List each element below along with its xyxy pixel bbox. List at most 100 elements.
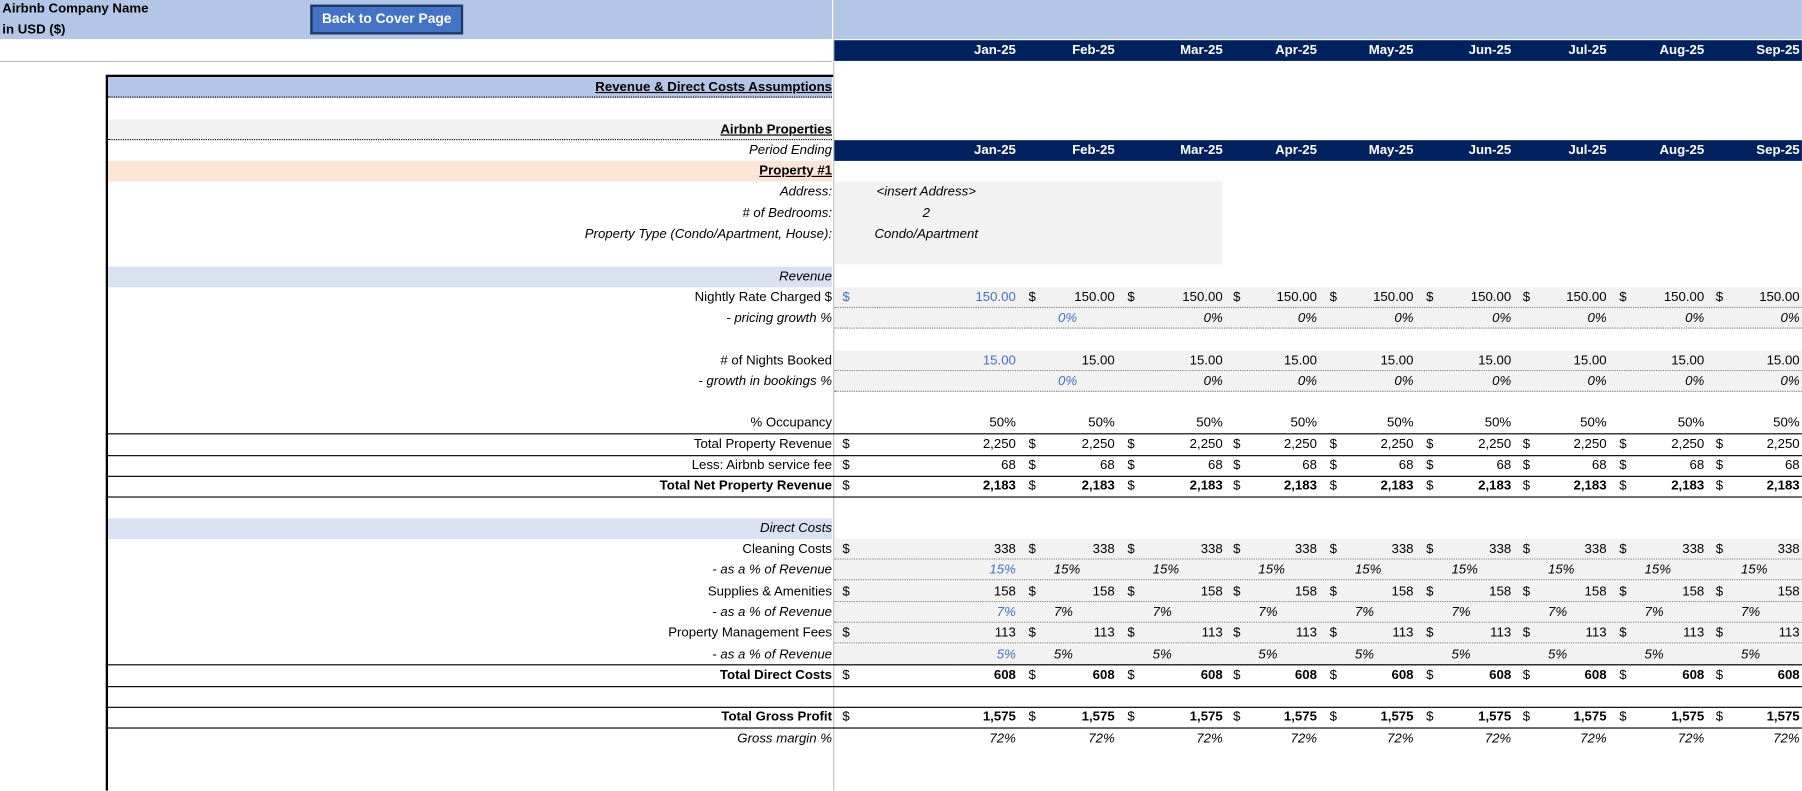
cell-value: 72% (1290, 731, 1317, 746)
cell-value: 2,183 (1478, 479, 1512, 494)
row-label: Total Direct Costs (719, 668, 833, 683)
cell-value: 15.00 (1283, 353, 1317, 368)
cell-value: 113 (1295, 626, 1317, 641)
currency-sign: $ (1619, 437, 1627, 452)
cell-value: 72% (1773, 731, 1800, 746)
currency-sign: $ (1233, 458, 1241, 473)
currency-sign: $ (1619, 479, 1627, 494)
cell-value: 150.00 (1074, 290, 1115, 305)
currency-sign: $ (1619, 458, 1627, 473)
currency-sign: $ (1426, 479, 1434, 494)
cell-value: 158 (1200, 584, 1223, 599)
cell-value: 68 (1398, 458, 1414, 473)
currency-sign: $ (1715, 710, 1724, 725)
cell-value: 150.00 (1759, 290, 1800, 305)
currency-sign: $ (1715, 626, 1724, 641)
currency-sign: $ (842, 458, 850, 473)
cell-value: 5% (996, 647, 1016, 662)
cell-value: 2,250 (1671, 437, 1705, 452)
currency-sign: $ (842, 542, 850, 557)
currency-sign: $ (1522, 584, 1531, 599)
cell-value: 113 (1585, 626, 1607, 641)
input-band (834, 371, 1802, 392)
properties-title: Airbnb Properties (720, 122, 833, 137)
cell-value: 72% (1387, 731, 1414, 746)
currency-sign: $ (1522, 437, 1531, 452)
cell-value: 0% (1685, 311, 1705, 326)
currency-sign: $ (842, 479, 850, 494)
section-title: Revenue & Direct Costs Assumptions (595, 80, 833, 95)
currency-sign: $ (1426, 584, 1434, 599)
cell-value: 150.00 (1470, 290, 1512, 305)
cell-value: 150.00 (1373, 290, 1414, 305)
section-band (108, 266, 833, 287)
cell-value: 608 (1391, 668, 1414, 683)
cell-value: 5% (1053, 647, 1073, 662)
cell-value: 15.00 (1573, 353, 1607, 368)
cell-value: 113 (1093, 626, 1115, 641)
cell-value: 5% (1547, 647, 1568, 662)
cell-value: 68 (1208, 458, 1223, 473)
cell-value: 0% (1297, 374, 1317, 389)
cell-value: 2,183 (1189, 479, 1223, 494)
cell-value: 1,575 (1283, 710, 1317, 725)
cell-value: 15% (1644, 563, 1671, 578)
period-month: Apr-25 (1275, 143, 1317, 158)
cell-value: 15% (989, 563, 1016, 578)
currency-sign: $ (1619, 710, 1627, 725)
currency-sign: $ (1028, 290, 1036, 305)
cell-value: 15% (1741, 563, 1768, 578)
cell-value: 113 (1683, 626, 1705, 641)
currency-sign: $ (1127, 437, 1135, 452)
cell-value: 1,575 (1380, 710, 1414, 725)
section-band (108, 76, 833, 98)
back-button[interactable]: Back to Cover Page (310, 4, 464, 35)
currency-sign: $ (1233, 710, 1241, 725)
month-header: Apr-25 (1275, 43, 1317, 58)
input-band (834, 581, 1802, 602)
cell-value: 0% (1492, 311, 1512, 326)
currency-sign: $ (1715, 584, 1724, 599)
cell-value: 113 (994, 626, 1016, 641)
cell-value: 2,183 (1766, 479, 1800, 494)
currency-sign: $ (1426, 626, 1434, 641)
row-border (105, 685, 1802, 687)
cell-value: 2,183 (1283, 479, 1317, 494)
cell-value: 50% (1290, 416, 1317, 431)
month-header: Jul-25 (1568, 43, 1607, 58)
row-border (105, 433, 1802, 435)
cell-value: 150.00 (975, 290, 1016, 305)
cell-value: 608 (1294, 668, 1317, 683)
cell-value: 50% (989, 416, 1016, 431)
cell-value: 50% (1580, 416, 1607, 431)
cell-value: 68 (1784, 458, 1800, 473)
cell-value: 608 (1777, 668, 1800, 683)
cell-value: 150.00 (1276, 290, 1317, 305)
cell-value: 1,575 (1081, 710, 1115, 725)
cell-value: 158 (1092, 584, 1115, 599)
currency-sign: $ (1329, 479, 1337, 494)
currency-sign: $ (1329, 542, 1337, 557)
cell-value: 2,183 (1380, 479, 1414, 494)
cell-value: 72% (1580, 731, 1607, 746)
cell-value: 50% (1196, 416, 1223, 431)
month-header: Aug-25 (1659, 43, 1705, 58)
currency-sign: $ (1127, 479, 1135, 494)
cell-value: 68 (1591, 458, 1607, 473)
cell-value: 0% (1587, 374, 1607, 389)
cell-value: 2,250 (1573, 437, 1607, 452)
currency-sign: $ (1329, 584, 1337, 599)
cell-value: 72% (1484, 731, 1512, 746)
currency-sign: $ (1329, 710, 1337, 725)
currency-sign: $ (1426, 668, 1434, 683)
cell-value: 113 (1778, 626, 1800, 641)
month-header: May-25 (1368, 43, 1414, 58)
cell-value: 5% (1741, 647, 1761, 662)
currency-sign: $ (1028, 584, 1036, 599)
cell-value: 338 (1391, 542, 1414, 557)
detail-label: # of Bedrooms: (742, 206, 833, 221)
row-label: Less: Airbnb service fee (691, 458, 833, 473)
cell-value: 7% (1152, 605, 1172, 620)
cell-value: 50% (1773, 416, 1800, 431)
currency-sign: $ (1619, 542, 1627, 557)
